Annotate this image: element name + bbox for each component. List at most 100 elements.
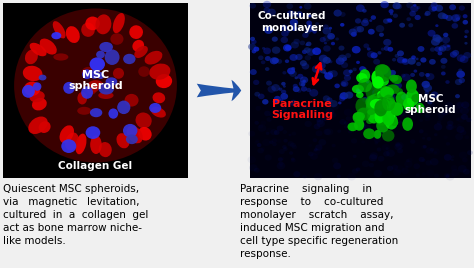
Ellipse shape — [263, 1, 271, 8]
Ellipse shape — [370, 104, 375, 109]
Ellipse shape — [387, 108, 396, 119]
Ellipse shape — [376, 102, 383, 109]
Ellipse shape — [65, 133, 79, 150]
Ellipse shape — [356, 89, 362, 94]
Ellipse shape — [372, 91, 380, 99]
Ellipse shape — [374, 97, 389, 114]
Ellipse shape — [418, 46, 424, 52]
Ellipse shape — [438, 12, 446, 19]
Ellipse shape — [377, 77, 389, 86]
Ellipse shape — [302, 50, 307, 54]
Ellipse shape — [386, 150, 395, 157]
Ellipse shape — [460, 130, 466, 135]
Ellipse shape — [267, 86, 276, 93]
Ellipse shape — [286, 3, 293, 9]
Ellipse shape — [380, 78, 386, 83]
Ellipse shape — [331, 42, 335, 45]
Ellipse shape — [338, 101, 342, 105]
Ellipse shape — [328, 27, 332, 30]
Ellipse shape — [262, 47, 265, 50]
Ellipse shape — [281, 107, 287, 112]
Ellipse shape — [377, 51, 382, 55]
Ellipse shape — [446, 80, 450, 84]
Ellipse shape — [389, 9, 393, 13]
Ellipse shape — [380, 86, 390, 94]
Ellipse shape — [441, 65, 446, 69]
Ellipse shape — [413, 103, 419, 108]
Ellipse shape — [358, 78, 372, 92]
Ellipse shape — [33, 82, 41, 91]
Ellipse shape — [387, 18, 392, 23]
Ellipse shape — [430, 158, 438, 166]
Ellipse shape — [374, 99, 385, 111]
Ellipse shape — [415, 103, 425, 113]
Ellipse shape — [425, 91, 429, 95]
Ellipse shape — [456, 17, 460, 21]
Ellipse shape — [441, 72, 446, 76]
Ellipse shape — [389, 75, 398, 82]
Ellipse shape — [396, 142, 404, 149]
Ellipse shape — [334, 10, 342, 17]
Ellipse shape — [428, 5, 437, 12]
Ellipse shape — [88, 80, 103, 90]
Ellipse shape — [261, 60, 265, 64]
Ellipse shape — [253, 80, 259, 85]
Ellipse shape — [392, 58, 396, 61]
Ellipse shape — [458, 78, 465, 83]
Ellipse shape — [388, 91, 393, 96]
Ellipse shape — [255, 92, 260, 97]
Ellipse shape — [126, 135, 138, 144]
Ellipse shape — [394, 88, 403, 95]
Ellipse shape — [463, 14, 467, 18]
Ellipse shape — [345, 92, 353, 99]
Ellipse shape — [372, 94, 383, 108]
Ellipse shape — [312, 47, 321, 55]
Ellipse shape — [105, 49, 119, 65]
Ellipse shape — [97, 72, 104, 79]
Ellipse shape — [440, 58, 447, 64]
Ellipse shape — [307, 48, 315, 56]
Ellipse shape — [281, 25, 287, 31]
Ellipse shape — [310, 153, 318, 160]
Ellipse shape — [138, 66, 150, 77]
Ellipse shape — [383, 68, 392, 76]
Ellipse shape — [419, 72, 425, 77]
Ellipse shape — [290, 143, 296, 148]
Ellipse shape — [283, 139, 288, 143]
Ellipse shape — [329, 35, 332, 38]
Ellipse shape — [362, 9, 366, 13]
Ellipse shape — [373, 96, 388, 110]
Ellipse shape — [314, 114, 318, 117]
Ellipse shape — [325, 128, 333, 136]
Ellipse shape — [348, 70, 353, 73]
Ellipse shape — [336, 57, 345, 65]
Ellipse shape — [153, 92, 165, 103]
Ellipse shape — [296, 11, 302, 16]
Ellipse shape — [382, 98, 396, 115]
Ellipse shape — [14, 9, 177, 162]
Ellipse shape — [344, 121, 348, 125]
Text: act as bone marrow niche-: act as bone marrow niche- — [3, 223, 142, 233]
Text: induced MSC migration and: induced MSC migration and — [240, 223, 384, 233]
Ellipse shape — [408, 23, 413, 27]
Ellipse shape — [406, 80, 417, 93]
Ellipse shape — [378, 103, 388, 111]
Ellipse shape — [380, 107, 383, 110]
Ellipse shape — [425, 11, 431, 16]
Text: response    to    co-cultured: response to co-cultured — [240, 197, 383, 207]
Ellipse shape — [454, 125, 457, 128]
Ellipse shape — [401, 58, 410, 65]
Ellipse shape — [293, 84, 298, 88]
Ellipse shape — [426, 147, 433, 154]
Ellipse shape — [442, 13, 446, 17]
Ellipse shape — [410, 11, 416, 16]
Ellipse shape — [342, 57, 347, 61]
Text: Collagen Gel: Collagen Gel — [58, 161, 133, 171]
Ellipse shape — [305, 55, 311, 61]
Ellipse shape — [324, 42, 327, 44]
Ellipse shape — [310, 89, 318, 97]
Ellipse shape — [270, 129, 277, 135]
Ellipse shape — [399, 111, 406, 116]
Ellipse shape — [365, 82, 381, 101]
Ellipse shape — [99, 142, 112, 157]
